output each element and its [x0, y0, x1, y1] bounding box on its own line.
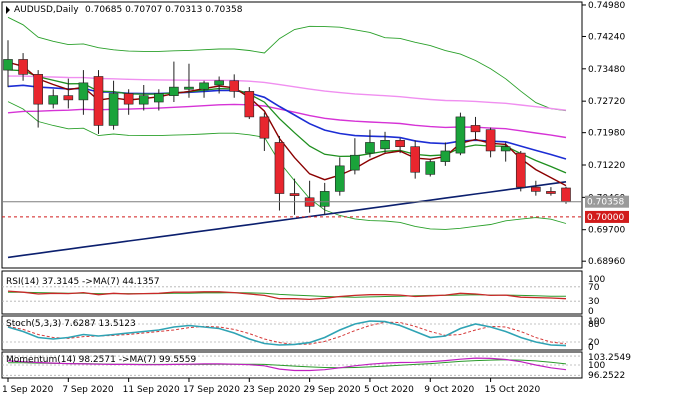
candle-body: [289, 193, 300, 196]
symbol-timeframe: AUDUSD,Daily: [14, 5, 79, 15]
candle-body: [470, 125, 481, 133]
momentum-line: [7, 357, 567, 372]
candle-body: [500, 146, 511, 152]
candle-body: [229, 80, 240, 92]
candle-body: [63, 95, 74, 101]
candle-body: [455, 116, 466, 154]
time-tick-label: 9 Oct 2020: [424, 385, 474, 395]
candle-body: [425, 161, 436, 175]
rsi-level-label: 0: [588, 307, 594, 317]
stoch-signal-line: [7, 321, 567, 345]
candle-body: [3, 59, 13, 71]
candle-body: [169, 86, 179, 96]
level-price-text: 0.70000: [587, 213, 624, 223]
candle-body: [123, 93, 134, 105]
candle-body: [244, 91, 255, 118]
chart-arrow-icon: [6, 6, 10, 14]
rsi-level-label: 100: [588, 275, 605, 285]
price-tick-label: 0.71220: [588, 161, 625, 171]
stoch-level-label: 20: [588, 338, 600, 348]
bollinger-upper-line: [7, 16, 567, 112]
candle-body: [410, 146, 420, 173]
price-tick-label: 0.74980: [588, 1, 625, 11]
candle-body: [319, 191, 330, 207]
momentum-level-label: 103.2549: [588, 353, 631, 363]
rsi-ma-line: [8, 291, 566, 298]
time-tick-label: 23 Sep 2020: [243, 385, 300, 395]
candle-body: [48, 95, 59, 105]
time-tick-label: 1 Sep 2020: [2, 385, 54, 395]
candle-body: [33, 74, 43, 105]
candle-body: [138, 95, 149, 105]
candle-body: [154, 93, 164, 103]
stoch-level-label: 80: [588, 320, 600, 330]
momentum-level-label: 100: [588, 361, 605, 371]
candle-body: [274, 142, 285, 194]
candle-body: [350, 154, 360, 171]
candle-body: [395, 140, 405, 148]
candle-body: [546, 191, 556, 194]
current-price-text: 0.70358: [587, 198, 624, 208]
candle-body: [108, 93, 119, 126]
rsi-line: [7, 290, 567, 301]
candle-body: [531, 186, 541, 192]
time-tick-label: 7 Sep 2020: [62, 385, 114, 395]
price-tick-label: 0.73480: [588, 65, 625, 75]
time-tick-label: 29 Sep 2020: [304, 385, 361, 395]
stoch-label: Stoch(5,3,3) 7.6287 13.5123: [6, 319, 136, 329]
rsi-label: RSI(14) 37.3145 ->MA(7) 44.1357: [6, 277, 160, 287]
ma-navy-line: [7, 181, 567, 259]
stoch-level-label: 0: [588, 343, 594, 353]
candle-body: [93, 76, 104, 126]
stoch-panel[interactable]: [1, 315, 583, 351]
candle-body: [561, 187, 571, 202]
price-tick-label: 0.69700: [588, 226, 625, 236]
rsi-level-label: 30: [588, 297, 600, 307]
candle-body: [515, 152, 526, 188]
candle-body: [18, 59, 28, 75]
price-tick-label: 0.68960: [588, 257, 625, 267]
time-tick-label: 11 Sep 2020: [123, 385, 180, 395]
rsi-panel[interactable]: [1, 270, 583, 315]
time-tick-label: 15 Oct 2020: [485, 385, 541, 395]
main-chart-panel[interactable]: [1, 1, 583, 269]
candle-body: [259, 116, 270, 139]
candle-body: [214, 80, 224, 86]
price-tick-label: 0.74240: [588, 32, 625, 42]
momentum-label: Momentum(14) 98.2571 ->MA(7) 99.5559: [6, 355, 197, 365]
momentum-level-label: 96.2522: [588, 371, 625, 381]
candle-body: [440, 150, 451, 162]
time-tick-label: 17 Sep 2020: [183, 385, 240, 395]
stoch-main-line: [7, 320, 567, 347]
price-tick-label: 0.72720: [588, 97, 625, 107]
ohlc-values: 0.70685 0.70707 0.70313 0.70358: [85, 5, 243, 15]
time-tick-label: 5 Oct 2020: [364, 385, 414, 395]
candle-body: [365, 142, 375, 154]
candle-body: [380, 140, 390, 150]
price-tick-label: 0.71980: [588, 129, 625, 139]
stoch-level-label: 100: [588, 317, 605, 327]
current-price-tag: [585, 195, 629, 208]
price-layer: [2, 16, 582, 259]
candle-body: [184, 86, 194, 90]
level-price-tag: [585, 210, 629, 223]
axis-layer: 0.74980 0.74240 0.73480 0.72720 0.71980 0.712…: [2, 1, 625, 395]
bollinger-lower-line: [7, 101, 567, 230]
rsi-level-label: 70: [588, 283, 600, 293]
candle-body: [485, 129, 496, 152]
candle-body: [334, 165, 345, 192]
candle-body: [199, 82, 209, 90]
candle-body: [78, 82, 89, 101]
